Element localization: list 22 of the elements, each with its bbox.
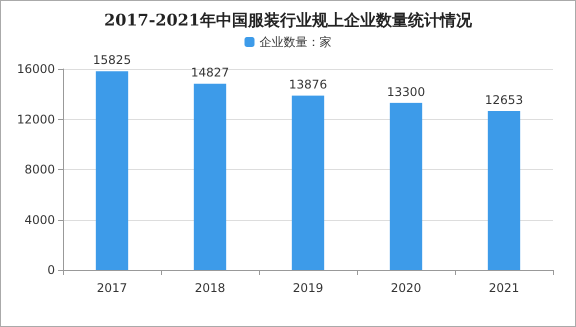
bar [292, 96, 324, 270]
y-tick-label: 16000 [16, 62, 55, 76]
x-tick-label: 2021 [488, 281, 520, 295]
bar [96, 71, 128, 270]
data-label: 13876 [288, 78, 328, 92]
x-tick-label: 2020 [390, 281, 422, 295]
data-label: 13300 [386, 84, 426, 99]
y-tick-label: 0 [47, 263, 55, 277]
x-tick-label: 2018 [194, 281, 226, 295]
legend-label: 企业数量：家 [260, 35, 332, 49]
bar [488, 111, 520, 270]
y-tick-label: 4000 [24, 212, 55, 227]
x-tick-label: 2019 [292, 281, 324, 295]
data-label: 15825 [92, 53, 132, 68]
chart-title: 2017-2021年中国服装行业规上企业数量统计情况 [104, 10, 473, 30]
bar [194, 84, 226, 270]
y-tick-label: 12000 [16, 112, 55, 126]
y-tick-label: 8000 [24, 162, 55, 176]
x-tick-label: 2017 [96, 281, 128, 295]
bar [390, 102, 422, 270]
data-label: 14827 [190, 66, 230, 80]
data-label: 12653 [484, 93, 524, 108]
